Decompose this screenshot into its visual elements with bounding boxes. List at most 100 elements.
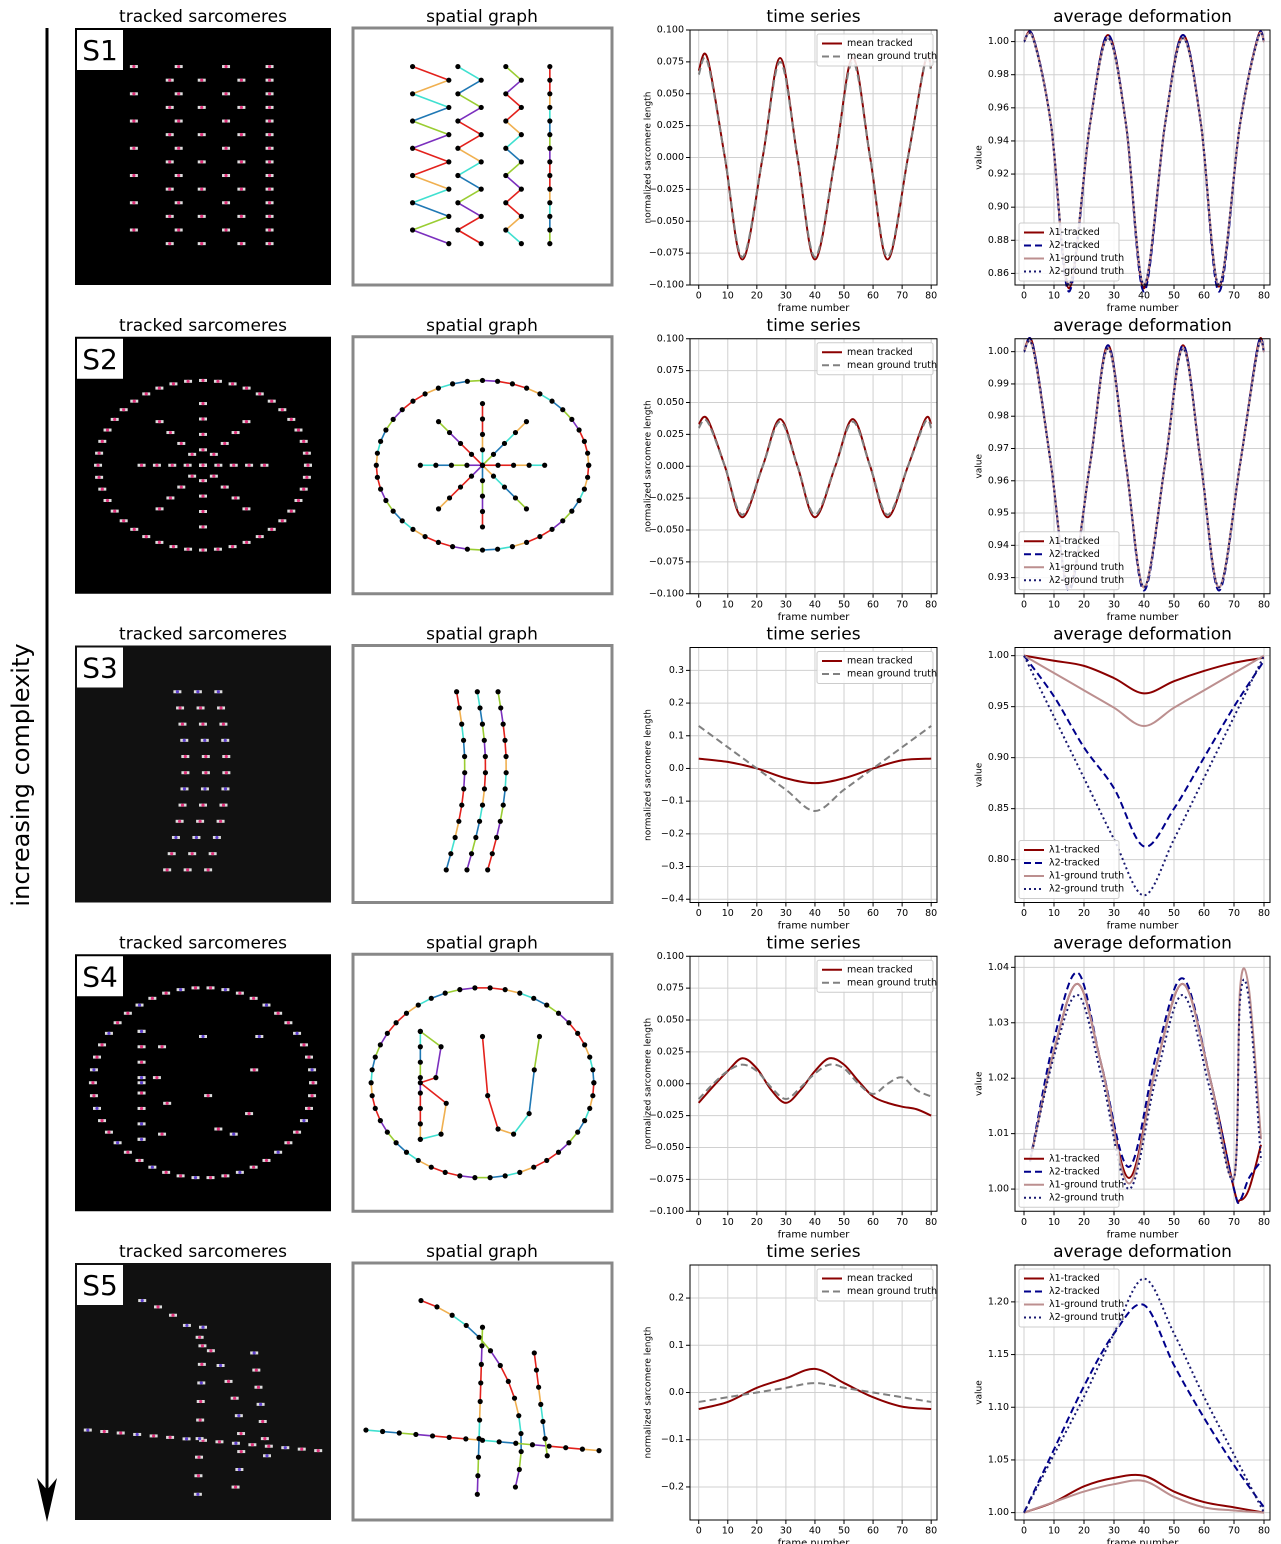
graph-node bbox=[436, 540, 441, 545]
graph-node bbox=[418, 1029, 423, 1034]
z-disc bbox=[179, 988, 182, 991]
graph-node bbox=[476, 1455, 481, 1460]
x-tick-label: 80 bbox=[925, 599, 937, 610]
graph-node bbox=[413, 1432, 418, 1437]
z-disc bbox=[200, 242, 203, 245]
z-disc bbox=[306, 464, 309, 467]
x-tick-label: 10 bbox=[722, 1526, 734, 1537]
x-tick-label: 80 bbox=[1258, 908, 1270, 919]
x-tick-label: 80 bbox=[925, 1217, 937, 1228]
graph-node bbox=[503, 146, 508, 151]
z-disc bbox=[198, 1336, 201, 1339]
z-disc bbox=[197, 1456, 200, 1459]
graph-node bbox=[410, 173, 415, 178]
z-disc bbox=[258, 392, 261, 395]
graph-node bbox=[404, 1011, 409, 1016]
z-disc bbox=[152, 1434, 155, 1437]
x-tick-label: 70 bbox=[896, 1526, 908, 1537]
z-disc bbox=[95, 1107, 98, 1110]
z-disc bbox=[140, 1076, 143, 1079]
z-disc bbox=[238, 1468, 241, 1471]
x-tick-label: 70 bbox=[896, 908, 908, 919]
graph-node bbox=[585, 475, 590, 480]
x-tick-label: 30 bbox=[780, 1526, 792, 1537]
graph-node bbox=[418, 1137, 423, 1142]
graph-node bbox=[485, 867, 490, 872]
y-tick-label: −0.3 bbox=[661, 861, 684, 872]
graph-node bbox=[494, 835, 499, 840]
z-disc bbox=[209, 1176, 212, 1179]
graph-node bbox=[462, 770, 467, 775]
z-disc bbox=[178, 706, 181, 709]
z-disc bbox=[310, 1068, 313, 1071]
graph-node bbox=[479, 132, 484, 137]
z-disc bbox=[166, 1102, 169, 1105]
z-disc bbox=[101, 488, 104, 491]
z-disc bbox=[201, 448, 204, 451]
graph-node bbox=[373, 1106, 378, 1111]
x-tick-label: 80 bbox=[925, 291, 937, 302]
z-disc bbox=[265, 1159, 268, 1162]
graph-node bbox=[410, 200, 415, 205]
z-disc bbox=[240, 188, 243, 191]
z-disc bbox=[98, 452, 101, 455]
graph-node bbox=[490, 851, 495, 856]
z-disc bbox=[201, 433, 204, 436]
graph-node bbox=[455, 227, 460, 232]
x-tick-label: 10 bbox=[1048, 291, 1060, 302]
z-disc bbox=[201, 525, 204, 528]
z-disc bbox=[302, 1043, 305, 1046]
z-disc bbox=[263, 464, 266, 467]
x-tick-label: 40 bbox=[1138, 908, 1150, 919]
z-disc bbox=[268, 188, 271, 191]
z-disc bbox=[169, 431, 172, 434]
legend-label: mean tracked bbox=[847, 347, 913, 358]
y-axis-label: normalized sarcomere length bbox=[644, 92, 654, 224]
x-tick-label: 0 bbox=[696, 291, 702, 302]
graph-node bbox=[397, 1430, 402, 1435]
y-tick-label: 0.050 bbox=[657, 1015, 684, 1026]
graph-node bbox=[446, 187, 451, 192]
y-tick-label: 0.95 bbox=[988, 701, 1009, 712]
z-disc bbox=[177, 65, 180, 68]
z-disc bbox=[268, 133, 271, 136]
x-tick-label: 80 bbox=[925, 1526, 937, 1537]
x-tick-label: 60 bbox=[867, 599, 879, 610]
z-disc bbox=[224, 92, 227, 95]
row-label: S1 bbox=[82, 34, 118, 67]
graph-node bbox=[569, 417, 574, 422]
y-axis-label: normalized sarcomere length bbox=[644, 709, 654, 841]
x-tick-label: 0 bbox=[1021, 599, 1027, 610]
z-disc bbox=[209, 1349, 212, 1352]
x-tick-label: 80 bbox=[1258, 291, 1270, 302]
chart-title: time series bbox=[766, 625, 860, 645]
x-axis-label: frame number bbox=[1107, 1229, 1180, 1240]
z-disc bbox=[234, 1485, 237, 1488]
z-disc bbox=[136, 1433, 139, 1436]
graph-node bbox=[519, 159, 524, 164]
graph-node bbox=[503, 91, 508, 96]
z-disc bbox=[199, 820, 202, 823]
x-tick-label: 40 bbox=[809, 1526, 821, 1537]
z-disc bbox=[168, 106, 171, 109]
graph-node bbox=[544, 1002, 549, 1007]
graph-node bbox=[369, 1080, 374, 1085]
y-tick-label: −0.4 bbox=[661, 894, 684, 905]
y-tick-label: 0.075 bbox=[657, 983, 684, 994]
graph-node bbox=[455, 173, 460, 178]
z-disc bbox=[217, 1127, 220, 1130]
y-tick-label: 0.2 bbox=[669, 698, 684, 709]
x-tick-label: 50 bbox=[1168, 908, 1180, 919]
graph-node bbox=[464, 1323, 469, 1328]
graph-node bbox=[498, 705, 503, 710]
z-disc bbox=[223, 485, 226, 488]
graph-node bbox=[513, 495, 518, 500]
y-tick-label: 0.050 bbox=[657, 397, 684, 408]
y-tick-label: 0.97 bbox=[988, 443, 1009, 454]
graph-node bbox=[438, 1132, 443, 1137]
z-disc bbox=[186, 380, 189, 383]
z-disc bbox=[302, 488, 305, 491]
x-tick-label: 60 bbox=[867, 908, 879, 919]
z-disc bbox=[207, 868, 210, 871]
z-disc bbox=[92, 1094, 95, 1097]
